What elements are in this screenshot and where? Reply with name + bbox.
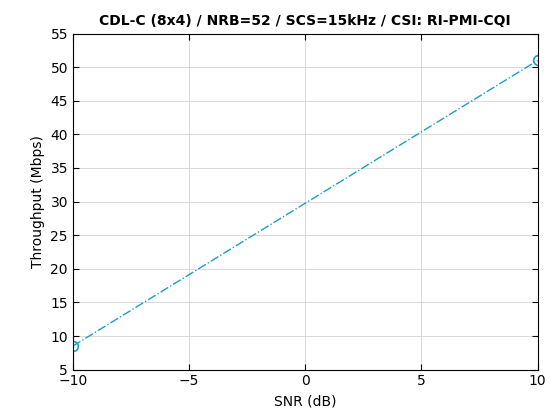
- Y-axis label: Throughput (Mbps): Throughput (Mbps): [31, 135, 45, 268]
- Title: CDL-C (8x4) / NRB=52 / SCS=15kHz / CSI: RI-PMI-CQI: CDL-C (8x4) / NRB=52 / SCS=15kHz / CSI: …: [99, 14, 511, 28]
- X-axis label: SNR (dB): SNR (dB): [274, 394, 337, 408]
